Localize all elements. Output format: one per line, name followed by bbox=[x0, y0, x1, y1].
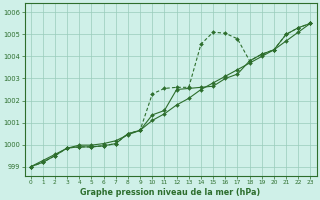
X-axis label: Graphe pression niveau de la mer (hPa): Graphe pression niveau de la mer (hPa) bbox=[80, 188, 261, 197]
